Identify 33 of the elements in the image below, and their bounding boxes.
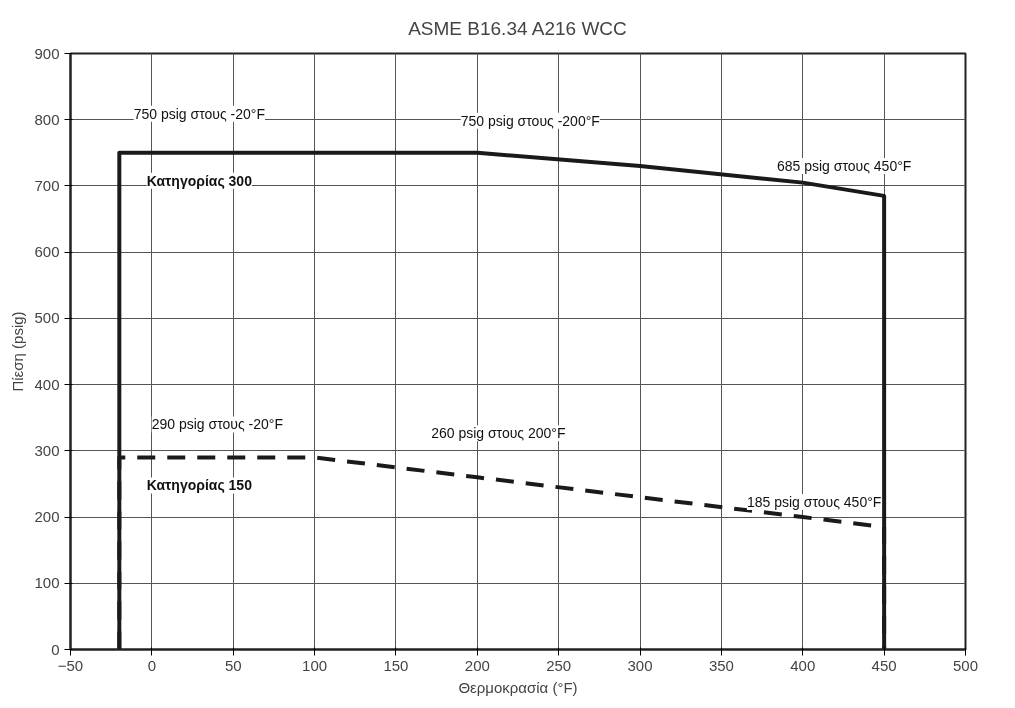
annotation: 685 psig στους 450°F: [776, 157, 912, 174]
x-tick-label: 150: [383, 656, 409, 674]
x-tick-label: 500: [952, 656, 979, 674]
x-tick-label: 200: [464, 656, 490, 674]
x-tick-label: 450: [871, 656, 897, 674]
y-tick-label: 0: [51, 640, 60, 658]
x-tick-label: 350: [708, 656, 734, 674]
y-tick-label: 800: [34, 110, 60, 128]
x-tick-label: 400: [790, 656, 816, 674]
annotation: 290 psig στους -20°F: [151, 416, 283, 433]
y-tick-label: 400: [34, 375, 60, 393]
y-tick-label: 500: [34, 309, 60, 327]
y-tick-label: 100: [34, 574, 60, 592]
series-label: Κατηγορίας 300: [146, 172, 253, 189]
x-tick-label: 300: [627, 656, 653, 674]
annotation: 260 psig στους 200°F: [431, 425, 566, 442]
x-axis-title: Θερμοκρασία (°F): [458, 678, 578, 696]
annotation: 750 psig στους -200°F: [460, 112, 600, 129]
y-tick-label: 900: [34, 44, 60, 62]
chart-title: ASME B16.34 A216 WCC: [408, 17, 627, 39]
y-tick-label: 300: [34, 441, 60, 459]
annotation: 185 psig στους 450°F: [746, 493, 882, 510]
y-tick-label: 200: [34, 508, 60, 526]
y-tick-label: 700: [34, 176, 60, 194]
x-tick-label: 250: [546, 656, 572, 674]
annotation: 750 psig στους -20°F: [133, 105, 265, 122]
y-axis-title: Πίεση (psig): [9, 311, 27, 392]
x-tick-label: 100: [302, 656, 328, 674]
x-tick-label: 50: [224, 656, 242, 674]
x-tick-label: 0: [147, 656, 157, 674]
y-tick-label: 600: [34, 243, 60, 261]
series-label: Κατηγορίας 150: [146, 477, 253, 494]
x-tick-label: −50: [57, 656, 84, 674]
